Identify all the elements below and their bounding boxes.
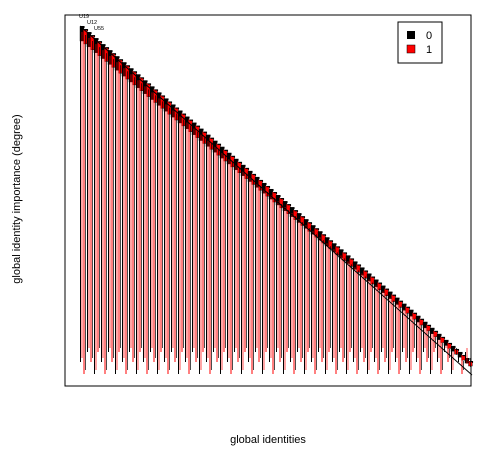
top-label: U12 xyxy=(87,20,97,26)
legend-label-0: 0 xyxy=(426,30,432,42)
legend-label-1: 1 xyxy=(426,44,432,56)
legend: 0 1 xyxy=(397,21,443,64)
plot-frame xyxy=(64,14,472,387)
legend-swatch-1 xyxy=(406,44,416,54)
top-label: U19 xyxy=(79,14,89,20)
x-axis-label: global identities xyxy=(230,434,306,446)
bars-group xyxy=(79,25,474,376)
legend-swatch-0 xyxy=(407,31,415,39)
legend-box xyxy=(397,21,443,64)
top-label: U55 xyxy=(94,26,104,32)
y-axis-label: global identity importance (degree) xyxy=(11,114,23,283)
envelope-line xyxy=(79,25,473,376)
